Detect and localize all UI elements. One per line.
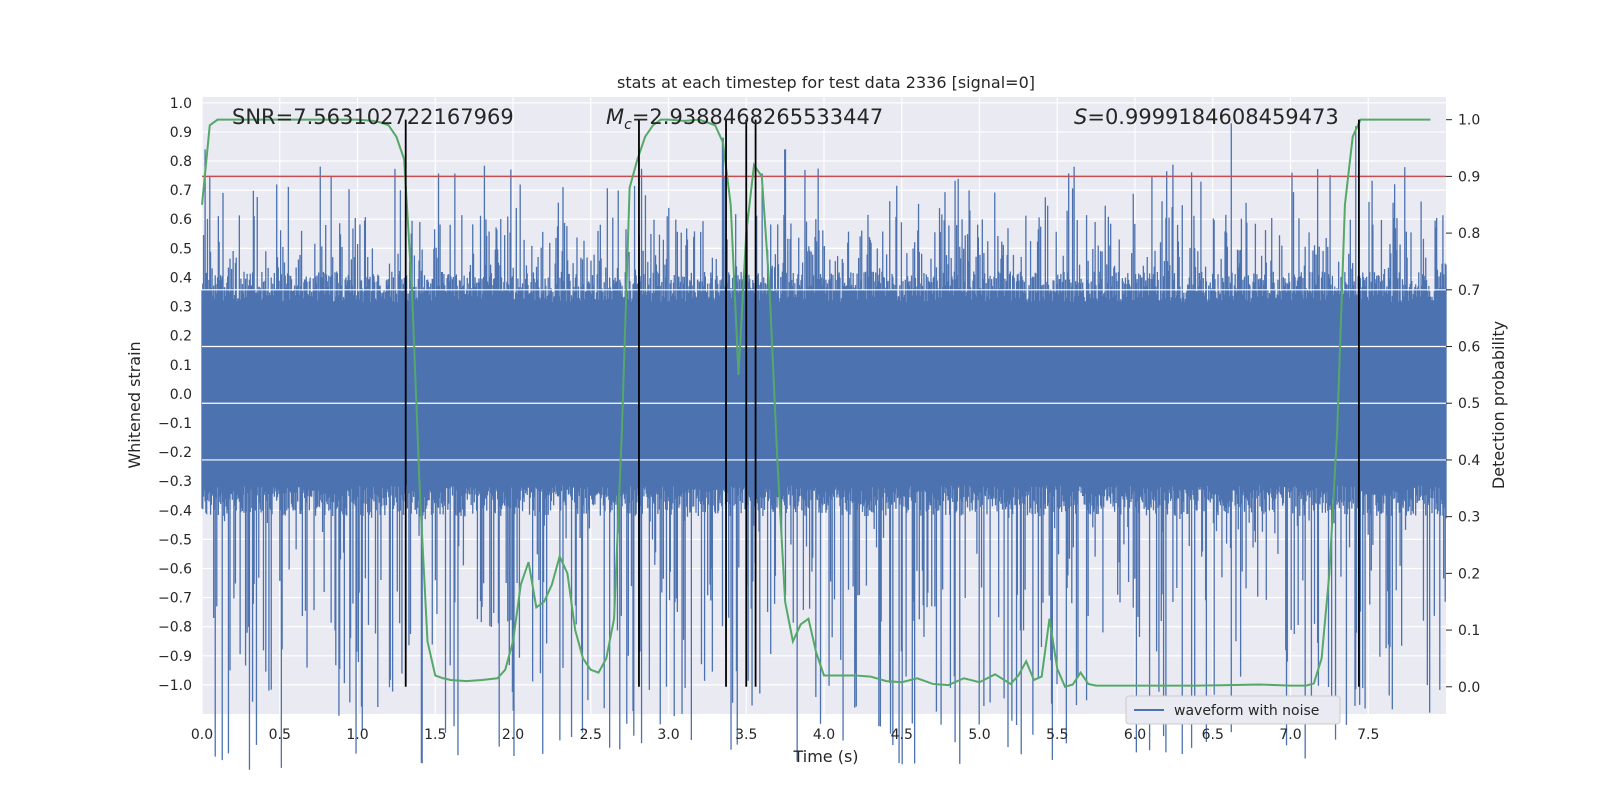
y-tick-label: −0.6 — [158, 561, 192, 577]
y-tick-label: 0.1 — [170, 358, 192, 374]
y-tick-label: −0.5 — [158, 532, 192, 548]
chirp-mass-value: =2.9388468265533447 — [632, 105, 883, 129]
y-tick-label: 0.6 — [170, 212, 192, 228]
y2-tick-label: 1.0 — [1458, 113, 1480, 129]
y2-tick-label: 0.5 — [1458, 396, 1480, 412]
y-tick-label: −0.2 — [158, 445, 192, 461]
chart-title: stats at each timestep for test data 233… — [617, 73, 1035, 92]
y-tick-label: 0.0 — [170, 387, 192, 403]
y2-tick-label: 0.6 — [1458, 340, 1480, 356]
probability-series — [201, 118, 1431, 688]
legend: waveform with noise — [1125, 695, 1341, 725]
y-tick-label: −0.7 — [158, 591, 192, 607]
y-tick-label: −0.9 — [158, 649, 192, 665]
y-tick-label: 0.8 — [170, 154, 192, 170]
x-tick-label: 3.0 — [657, 727, 679, 743]
y-tick-label: −1.0 — [158, 678, 192, 694]
x-tick-label: 5.5 — [1046, 727, 1068, 743]
x-tick-label: 4.0 — [813, 727, 835, 743]
x-tick-label: 0.5 — [269, 727, 291, 743]
y2-tick-label: 0.3 — [1458, 510, 1480, 526]
y-tick-label: −0.1 — [158, 416, 192, 432]
y-tick-label: −0.3 — [158, 474, 192, 490]
legend-box — [1125, 695, 1341, 725]
chirp-mass-symbol: M — [606, 105, 624, 129]
x-tick-label: 6.5 — [1202, 727, 1224, 743]
x-tick-label: 2.5 — [580, 727, 602, 743]
x-tick-label: 1.0 — [346, 727, 368, 743]
x-tick-label: 3.5 — [735, 727, 757, 743]
x-tick-label: 6.0 — [1124, 727, 1146, 743]
y-tick-label: −0.4 — [158, 503, 192, 519]
y-tick-label: 0.5 — [170, 241, 192, 257]
score-symbol: S — [1074, 105, 1087, 129]
y2-tick-label: 0.2 — [1458, 566, 1480, 582]
x-axis-ticks: 0.0 0.5 1.0 1.5 2.0 2.5 3.0 3.5 4.0 4.5 5.0 5.5 6.0 6… — [191, 727, 1380, 743]
y-tick-label: 0.2 — [170, 329, 192, 345]
score-annotation: S=0.9999184608459473 — [1074, 105, 1339, 129]
x-axis-label: Time (s) — [792, 747, 858, 766]
threshold-line-group — [202, 175, 1446, 461]
y2-axis-label: Detection probability — [1489, 321, 1508, 489]
x-tick-label: 1.5 — [424, 727, 446, 743]
y-tick-label: 0.9 — [170, 125, 192, 141]
chirp-mass-annotation: Mc=2.9388468265533447 — [606, 105, 883, 133]
vertical-markers — [404, 119, 1360, 687]
x-tick-label: 7.5 — [1357, 727, 1379, 743]
y2-axis-ticks: 1.0 0.9 0.8 0.7 0.6 0.5 0.4 0.3 0.2 0.1 0.0 — [1446, 113, 1480, 696]
y-tick-label: −0.8 — [158, 620, 192, 636]
score-value: =0.9999184608459473 — [1087, 105, 1338, 129]
y2-tick-label: 0.7 — [1458, 283, 1480, 299]
snr-annotation: SNR=7.563102722167969 — [232, 105, 514, 129]
probability-line — [201, 118, 1431, 688]
x-tick-label: 4.5 — [891, 727, 913, 743]
x-tick-label: 2.0 — [502, 727, 524, 743]
y2-tick-label: 0.9 — [1458, 169, 1480, 185]
chirp-mass-subscript: c — [624, 117, 632, 133]
x-tick-label: 5.0 — [968, 727, 990, 743]
y2-tick-label: 0.8 — [1458, 226, 1480, 242]
y2-tick-label: 0.4 — [1458, 453, 1480, 469]
x-tick-label: 0.0 — [191, 727, 213, 743]
y-tick-label: 0.3 — [170, 300, 192, 316]
y-axis-ticks: 1.0 0.9 0.8 0.7 0.6 0.5 0.4 0.3 0.2 0.1 0.0 −0.1 −0.… — [158, 96, 192, 694]
y-axis-label: Whitened strain — [125, 341, 144, 468]
x-tick-label: 7.0 — [1279, 727, 1301, 743]
y2-tick-label: 0.1 — [1458, 623, 1480, 639]
legend-entry: waveform with noise — [1174, 703, 1319, 719]
y-tick-label: 1.0 — [170, 96, 192, 112]
y-tick-label: 0.7 — [170, 183, 192, 199]
y2-tick-label: 0.0 — [1458, 680, 1480, 696]
y-tick-label: 0.4 — [170, 270, 192, 286]
